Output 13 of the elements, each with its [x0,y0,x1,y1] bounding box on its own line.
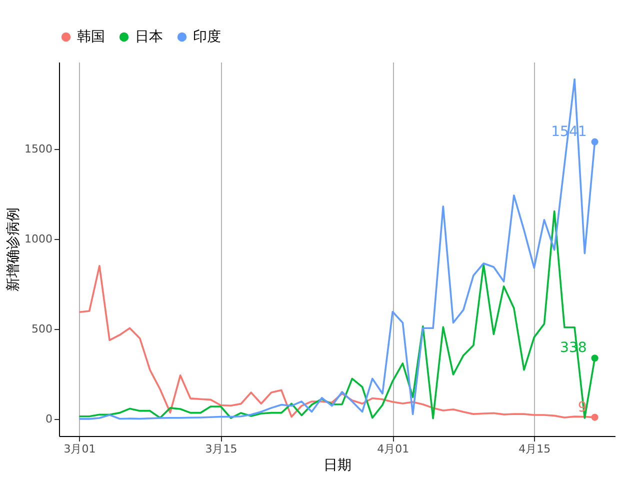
x-tick-label: 3月15 [205,442,238,456]
legend-label: 日本 [135,29,163,45]
x-axis-title: 日期 [324,458,352,474]
legend-label: 韩国 [77,29,105,45]
y-tick-label: 1000 [24,232,52,246]
x-tick-label: 4月15 [518,442,551,456]
y-axis-title: 新增确诊病例 [6,208,22,292]
x-tick-label: 3月01 [64,442,96,456]
legend-label: 印度 [193,29,221,45]
y-tick-label: 0 [46,412,52,426]
y-tick-label: 1500 [24,142,52,156]
y-tick-label: 500 [32,322,52,336]
x-tick-label: 4月01 [377,442,410,456]
